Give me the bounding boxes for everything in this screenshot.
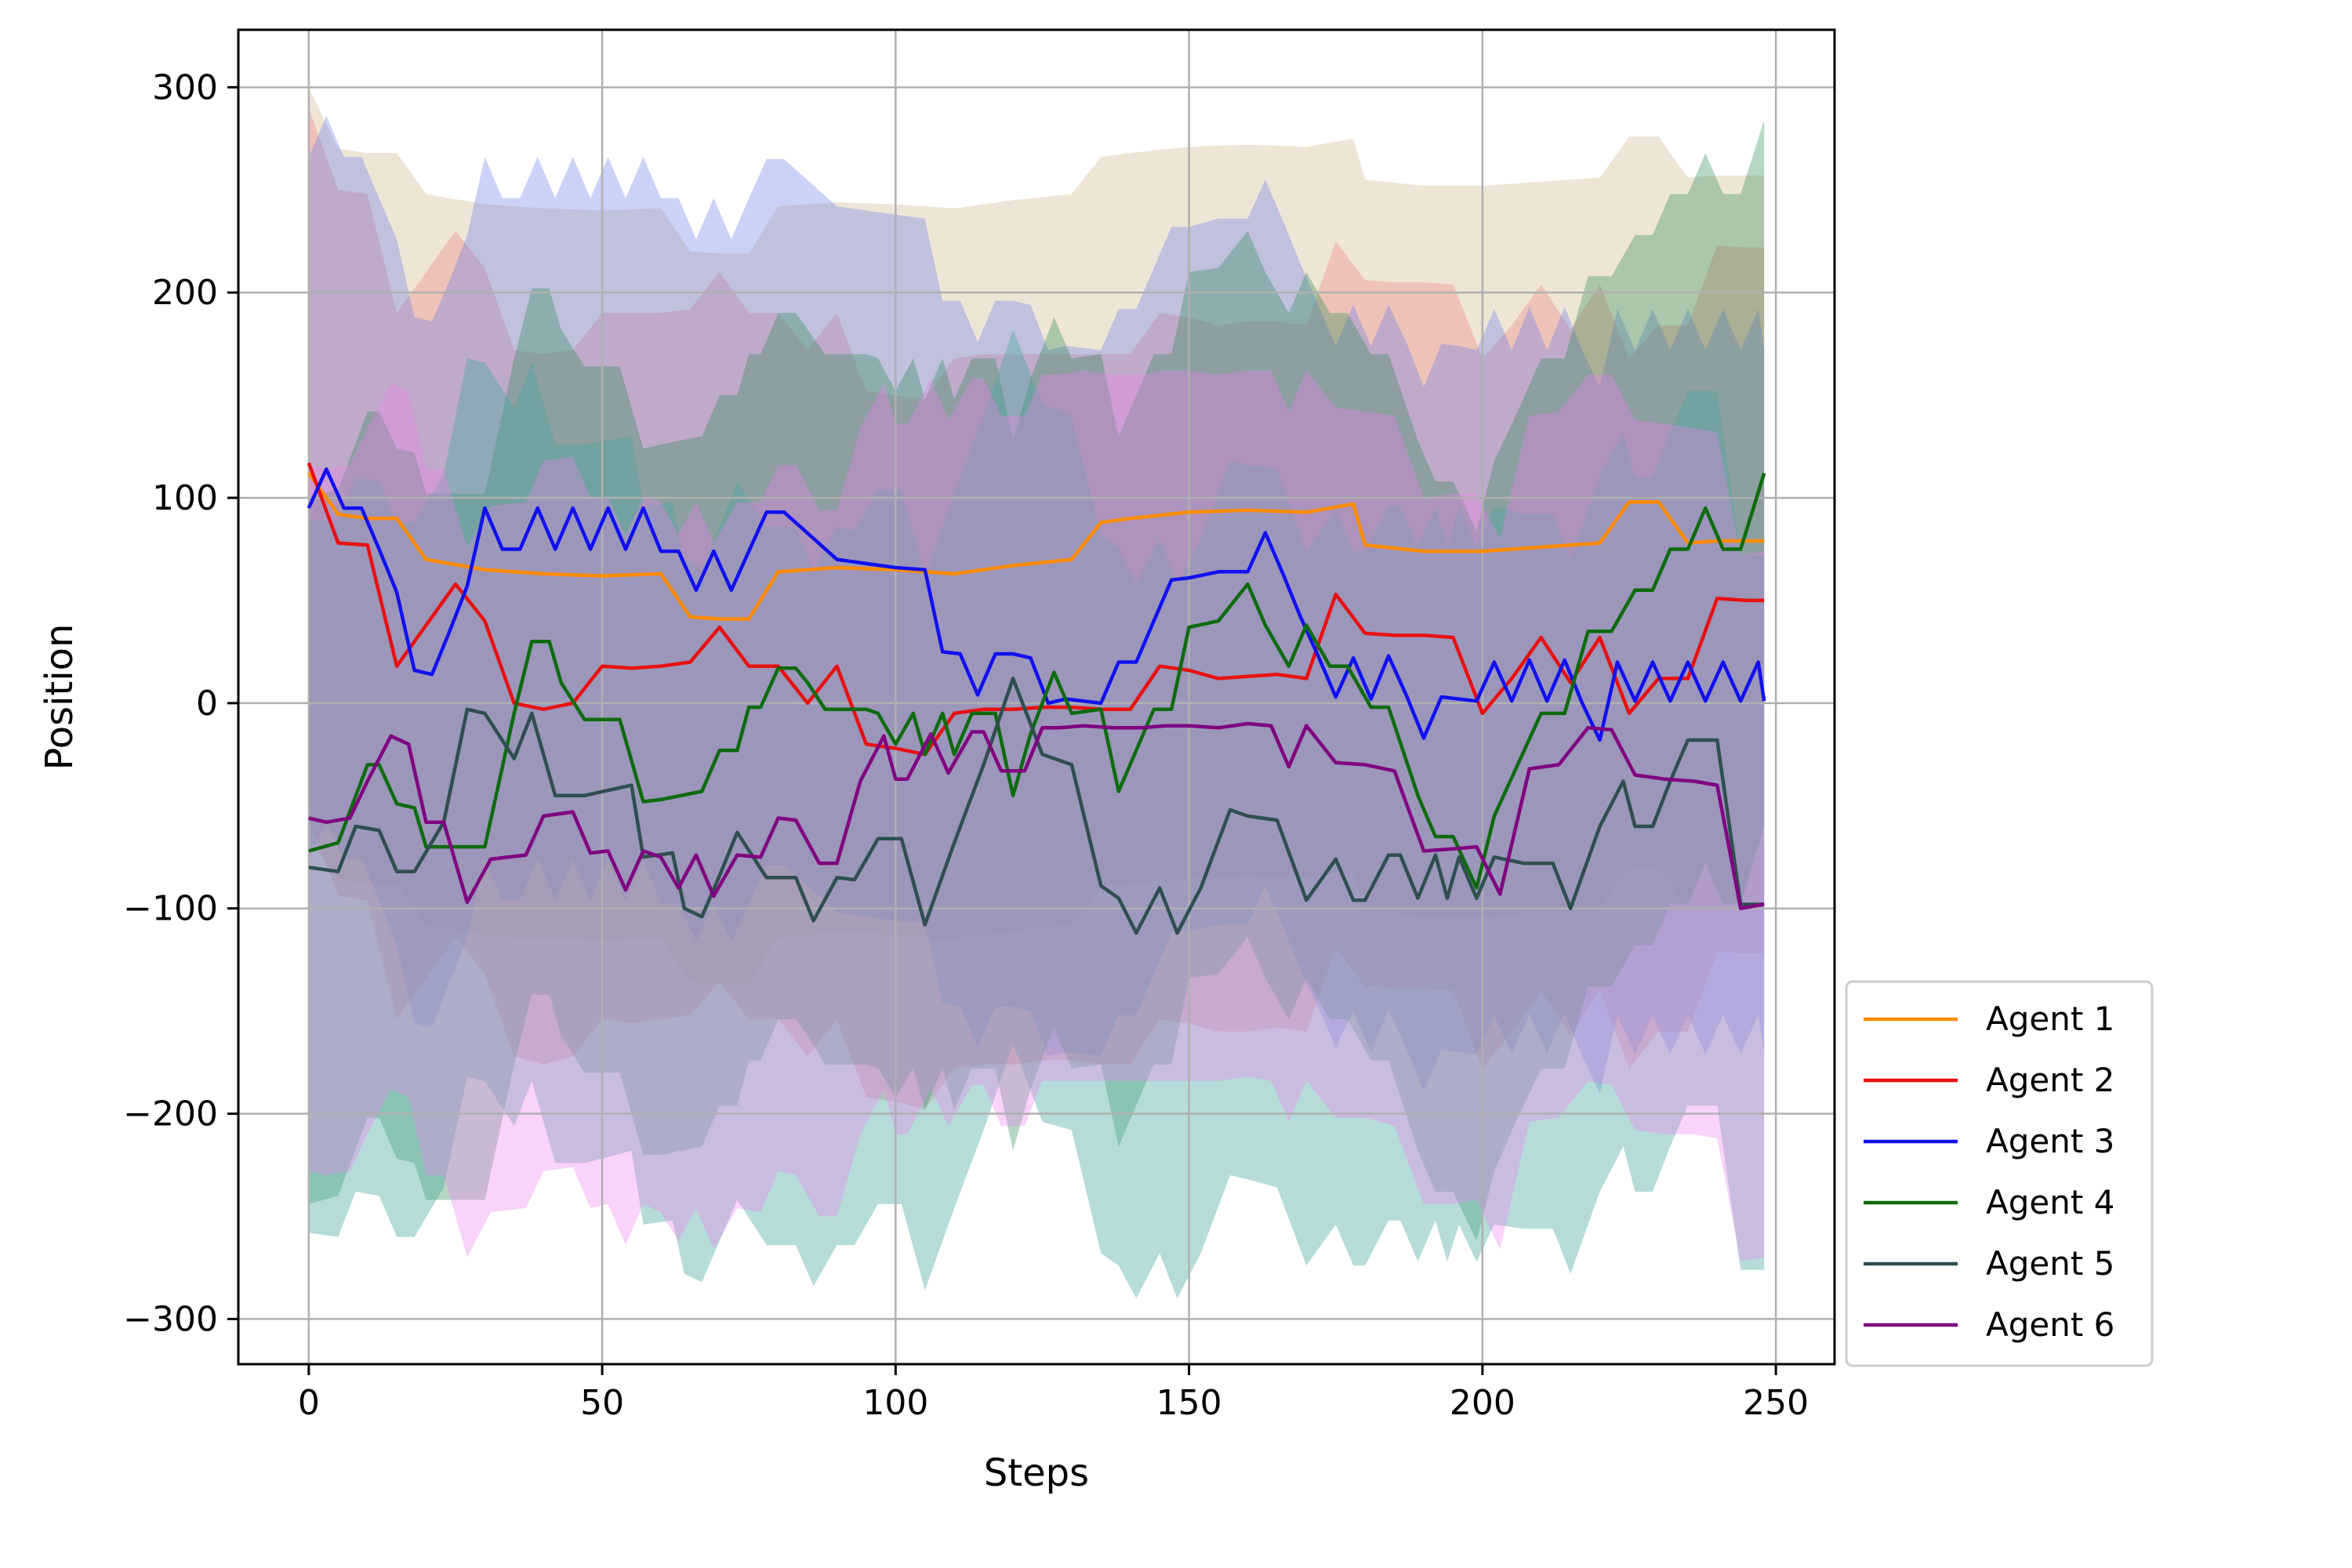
y-tick-label-1: −200 — [123, 1094, 218, 1134]
confidence-bands — [308, 87, 1765, 1299]
y-tick-label-0: −300 — [123, 1299, 218, 1339]
y-tick-label-5: 200 — [152, 273, 218, 313]
x-tick-label-0: 0 — [298, 1383, 320, 1423]
x-tick-label-1: 50 — [580, 1383, 624, 1423]
y-tick-label-2: −100 — [123, 889, 218, 929]
grid-lines — [238, 30, 1835, 1364]
x-tick-label-3: 150 — [1156, 1383, 1222, 1423]
legend-label-agent-1: Agent 1 — [1986, 1000, 2114, 1038]
y-tick-label-3: 0 — [196, 684, 218, 724]
x-tick-label-2: 100 — [862, 1383, 928, 1423]
plot-frame — [237, 28, 1836, 1366]
band-agent-5 — [308, 329, 1765, 1299]
x-axis: 0 50 100 150 200 250 — [298, 1364, 1809, 1423]
series-line-agent-4 — [308, 472, 1766, 890]
legend: Agent 1 Agent 2 Agent 3 Agent 4 Agent 5 Agent… — [1845, 980, 2154, 1367]
band-agent-4 — [308, 120, 1765, 1241]
y-tick-label-6: 300 — [152, 67, 218, 107]
series-lines — [307, 462, 1766, 935]
x-tick-label-5: 250 — [1743, 1383, 1809, 1423]
legend-label-agent-2: Agent 2 — [1986, 1061, 2114, 1099]
y-tick-label-4: 100 — [152, 478, 218, 518]
series-line-agent-6 — [308, 721, 1765, 910]
legend-label-agent-6: Agent 6 — [1986, 1305, 2114, 1344]
series-line-agent-1 — [307, 472, 1765, 621]
legend-label-agent-3: Agent 3 — [1986, 1122, 2114, 1160]
legend-label-agent-5: Agent 5 — [1986, 1244, 2114, 1283]
band-agent-1 — [308, 87, 1765, 985]
y-axis: −300 −200 −100 0 100 200 300 — [123, 67, 238, 1339]
x-axis-label: Steps — [984, 1451, 1089, 1495]
band-agent-3 — [308, 116, 1765, 1094]
y-axis-label: Position — [38, 624, 82, 771]
x-tick-label-4: 200 — [1450, 1383, 1515, 1423]
series-line-agent-5 — [308, 677, 1765, 935]
legend-box — [1845, 980, 2154, 1367]
legend-label-agent-4: Agent 4 — [1986, 1183, 2114, 1221]
